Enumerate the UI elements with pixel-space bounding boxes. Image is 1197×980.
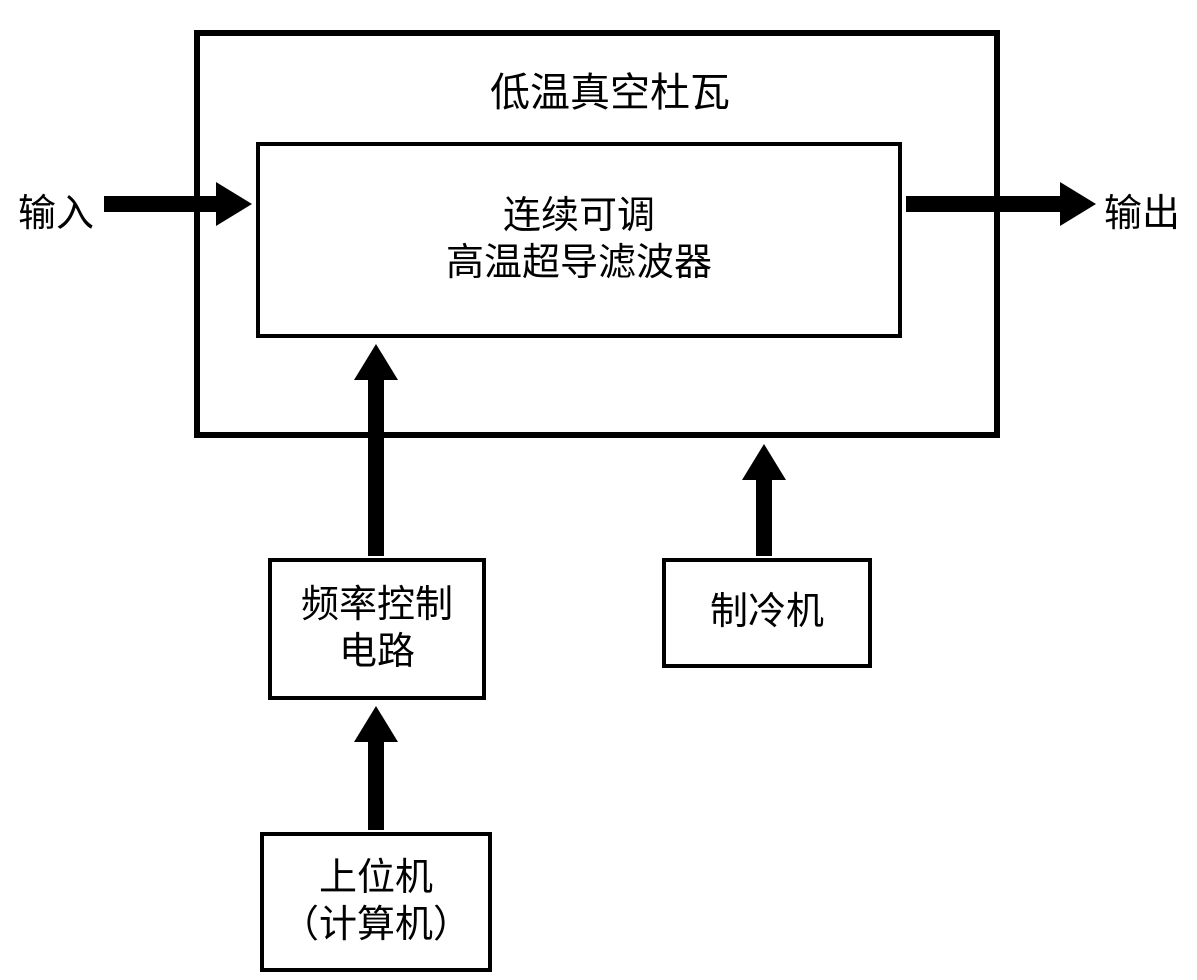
filter-box: 连续可调 高温超导滤波器	[256, 142, 902, 338]
dewar-title: 低温真空杜瓦	[490, 60, 730, 118]
host-line1: 上位机	[281, 855, 471, 903]
freq-to-filter-arrow	[352, 320, 400, 580]
output-arrow	[882, 180, 1120, 228]
cooler-text: 制冷机	[710, 589, 824, 637]
host-to-freq-arrow	[352, 682, 400, 854]
host-line2: （计算机）	[281, 902, 471, 950]
freq-ctrl-line1: 频率控制	[301, 582, 453, 630]
cooler-to-dewar-arrow	[740, 420, 788, 580]
input-arrow	[80, 180, 276, 228]
filter-text-line1: 连续可调	[446, 193, 712, 241]
freq-ctrl-line2: 电路	[301, 629, 453, 677]
filter-text-line2: 高温超导滤波器	[446, 240, 712, 288]
